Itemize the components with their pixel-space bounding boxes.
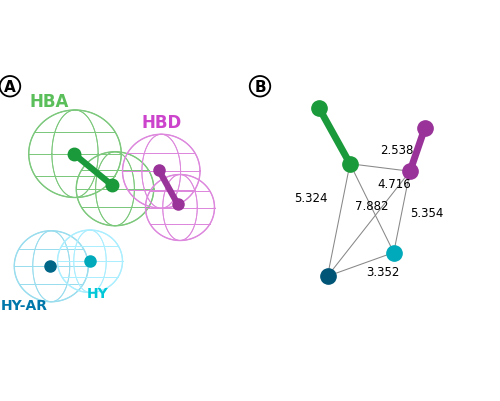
Text: HY: HY [86,286,108,300]
Text: 7.882: 7.882 [355,199,388,212]
Text: HY-AR: HY-AR [0,299,47,313]
Text: 2.538: 2.538 [380,144,414,157]
Text: B: B [254,79,266,95]
Text: HBD: HBD [141,114,182,132]
Text: 5.354: 5.354 [410,207,444,219]
Text: 4.716: 4.716 [378,178,411,191]
Text: HBA: HBA [29,93,68,111]
Text: A: A [4,79,16,95]
Text: 5.324: 5.324 [294,192,327,205]
Text: 3.352: 3.352 [366,265,400,278]
